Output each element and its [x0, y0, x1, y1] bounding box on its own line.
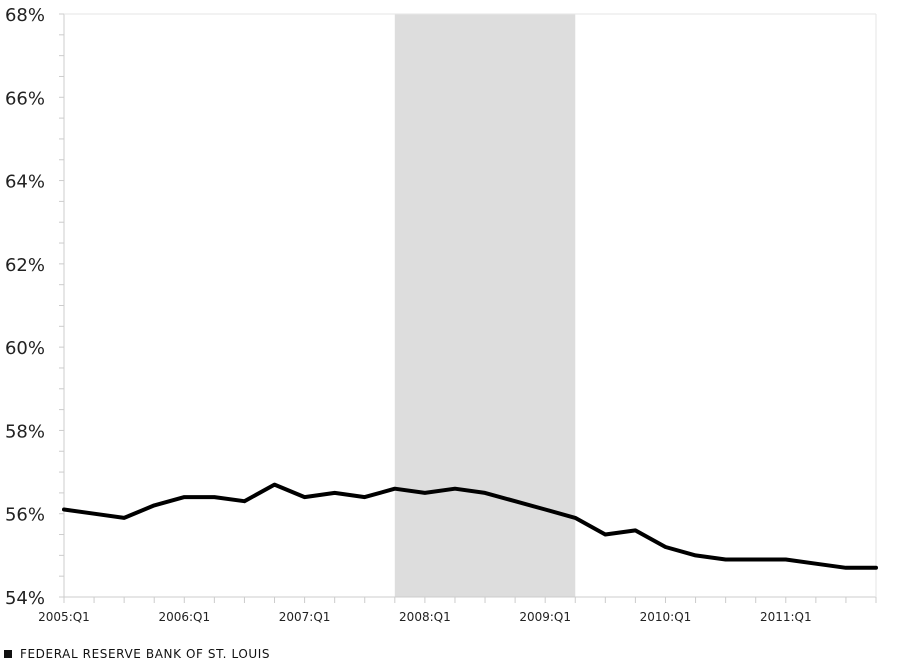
series-line	[62, 482, 878, 570]
chart-axes	[63, 13, 877, 598]
x-tick-label: 2007:Q1	[279, 610, 331, 624]
y-tick-label: 60%	[5, 338, 45, 359]
y-tick-label: 64%	[5, 172, 45, 193]
y-tick-label: 56%	[5, 505, 45, 526]
x-tick-label: 2010:Q1	[640, 610, 692, 624]
y-tick-label: 54%	[5, 588, 45, 609]
y-tick-label: 62%	[5, 255, 45, 276]
y-tick-label: 58%	[5, 421, 45, 442]
source-label: FEDERAL RESERVE BANK OF ST. LOUIS	[20, 647, 271, 661]
x-axis-ticks: 2005:Q1 2006:Q1 2007:Q1 2008:Q1 2009:Q1 2010:…	[38, 597, 877, 624]
x-tick-label: 2008:Q1	[399, 610, 451, 624]
y-axis-ticks: 54% 56% 58% 60% 62% 64% 66% 68%	[5, 5, 64, 609]
line-chart: 54%56%58%60%62%64%66%68% 2005:Q1 2006:Q1 2…	[5, 5, 878, 624]
x-tick-label: 2005:Q1	[38, 610, 90, 624]
x-tick-label: 2009:Q1	[519, 610, 571, 624]
x-tick-label: 2006:Q1	[158, 610, 210, 624]
source-footer: FEDERAL RESERVE BANK OF ST. LOUIS	[4, 646, 270, 662]
recession-shading	[394, 14, 576, 597]
y-tick-label: 66%	[5, 88, 45, 109]
x-tick-label: 2011:Q1	[760, 610, 812, 624]
y-tick-label: 68%	[5, 5, 45, 26]
source-square-icon	[4, 650, 12, 658]
